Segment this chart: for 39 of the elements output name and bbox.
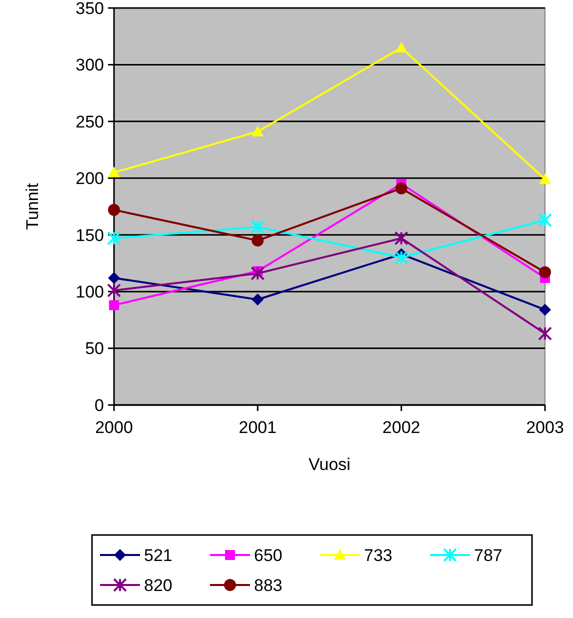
y-tick-label: 50 [85, 339, 104, 358]
point [539, 266, 551, 278]
point [394, 250, 408, 265]
y-axis-title: Tunnit [23, 182, 42, 230]
point [538, 326, 552, 341]
legend-label: 820 [144, 576, 172, 595]
point [395, 182, 408, 194]
x-axis-title: Vuosi [308, 455, 350, 474]
x-tick-label: 2003 [526, 418, 564, 437]
legend-label: 521 [144, 546, 172, 565]
y-tick-label: 200 [76, 169, 104, 188]
y-tick-label: 250 [76, 112, 104, 132]
point [395, 42, 408, 52]
point [252, 234, 264, 247]
point [538, 213, 552, 228]
point [394, 231, 408, 246]
x-tick-label: 2002 [382, 418, 420, 437]
point [250, 220, 265, 234]
point [108, 272, 120, 284]
point [109, 300, 119, 310]
point [539, 304, 551, 316]
legend-label: 650 [254, 546, 282, 565]
legend-label: 733 [364, 546, 392, 565]
y-tick-label: 150 [76, 226, 104, 245]
point [107, 283, 121, 298]
point [250, 266, 265, 280]
point [252, 126, 264, 136]
point [107, 231, 121, 246]
y-tick-label: 300 [76, 56, 104, 75]
x-tick-label: 2001 [238, 418, 277, 437]
x-tick-label: 2000 [95, 418, 133, 437]
legend-label: 787 [474, 546, 502, 565]
legend-label: 883 [254, 576, 282, 595]
point [108, 204, 120, 216]
y-tick-label: 350 [76, 0, 104, 18]
y-tick-label: 100 [76, 282, 104, 302]
point [252, 294, 264, 306]
point [539, 173, 551, 184]
y-tick-label: 0 [94, 396, 104, 415]
